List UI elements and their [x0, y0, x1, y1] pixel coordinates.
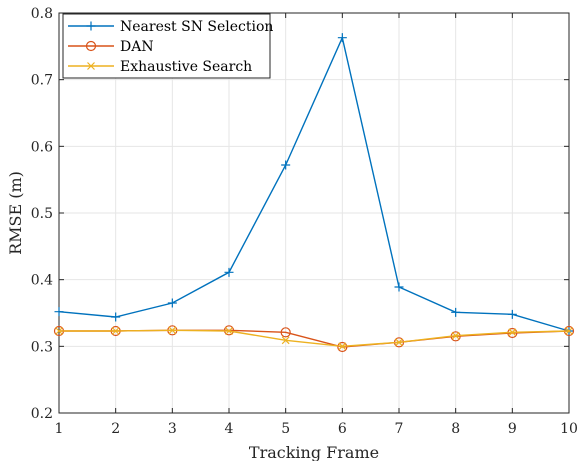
- y-axis-label: RMSE (m): [6, 171, 25, 255]
- legend: Nearest SN Selection DAN Exhaustive Search: [62, 13, 273, 79]
- data-point: [338, 342, 347, 351]
- data-point: [337, 33, 347, 43]
- y-tick-label: 0.8: [31, 6, 53, 22]
- x-tick-label: 5: [281, 421, 290, 437]
- x-tick-label: 2: [111, 421, 120, 437]
- data-point: [337, 341, 348, 353]
- y-tick-label: 0.6: [31, 139, 53, 155]
- data-point: [224, 267, 234, 277]
- data-point: [451, 331, 460, 340]
- legend-marker: [85, 40, 97, 52]
- x-tick-label: 3: [168, 421, 177, 437]
- y-tick-label: 0.4: [31, 273, 53, 289]
- data-point: [565, 327, 573, 335]
- series-dan: [53, 325, 575, 353]
- data-point: [54, 307, 64, 317]
- y-tick-label: 0.2: [31, 406, 53, 422]
- data-series: [53, 33, 575, 353]
- data-point: [281, 336, 290, 345]
- legend-marker: [87, 62, 95, 70]
- x-tick-label: 4: [225, 421, 234, 437]
- data-point: [394, 282, 404, 292]
- legend-label: DAN: [120, 39, 154, 55]
- legend-marker: [86, 21, 96, 31]
- data-point: [281, 160, 291, 170]
- data-point: [55, 327, 63, 335]
- x-tick-label: 1: [55, 421, 64, 437]
- data-point: [225, 327, 233, 335]
- data-point: [451, 307, 461, 317]
- series-exhaustive-search: [55, 326, 573, 351]
- data-point: [111, 327, 120, 335]
- y-tick-label: 0.3: [31, 339, 53, 355]
- data-point: [111, 312, 121, 322]
- x-tick-label: 9: [508, 421, 517, 437]
- data-point: [167, 298, 177, 308]
- y-tick-label: 0.7: [31, 73, 53, 89]
- data-point: [507, 309, 517, 319]
- data-point: [395, 338, 403, 347]
- data-point: [280, 327, 291, 338]
- x-axis-label: Tracking Frame: [249, 443, 379, 461]
- series-nearest-sn-selection: [54, 33, 574, 336]
- x-tick-label: 7: [395, 421, 404, 437]
- data-point: [508, 328, 517, 337]
- x-tick-label: 10: [560, 421, 578, 437]
- series-line: [58, 35, 570, 332]
- axis-ticks: 1 2 3 4 5 6 7 8 9 10 0.2 0.3 0.4 0.5 0.6 0.7 0.8: [31, 6, 578, 437]
- legend-label: Nearest SN Selection: [120, 19, 273, 35]
- y-tick-label: 0.5: [31, 206, 53, 222]
- data-point: [168, 326, 177, 335]
- legend-label: Exhaustive Search: [120, 59, 252, 75]
- series-line: [59, 329, 570, 348]
- x-tick-label: 8: [451, 421, 460, 437]
- x-tick-label: 6: [338, 421, 347, 437]
